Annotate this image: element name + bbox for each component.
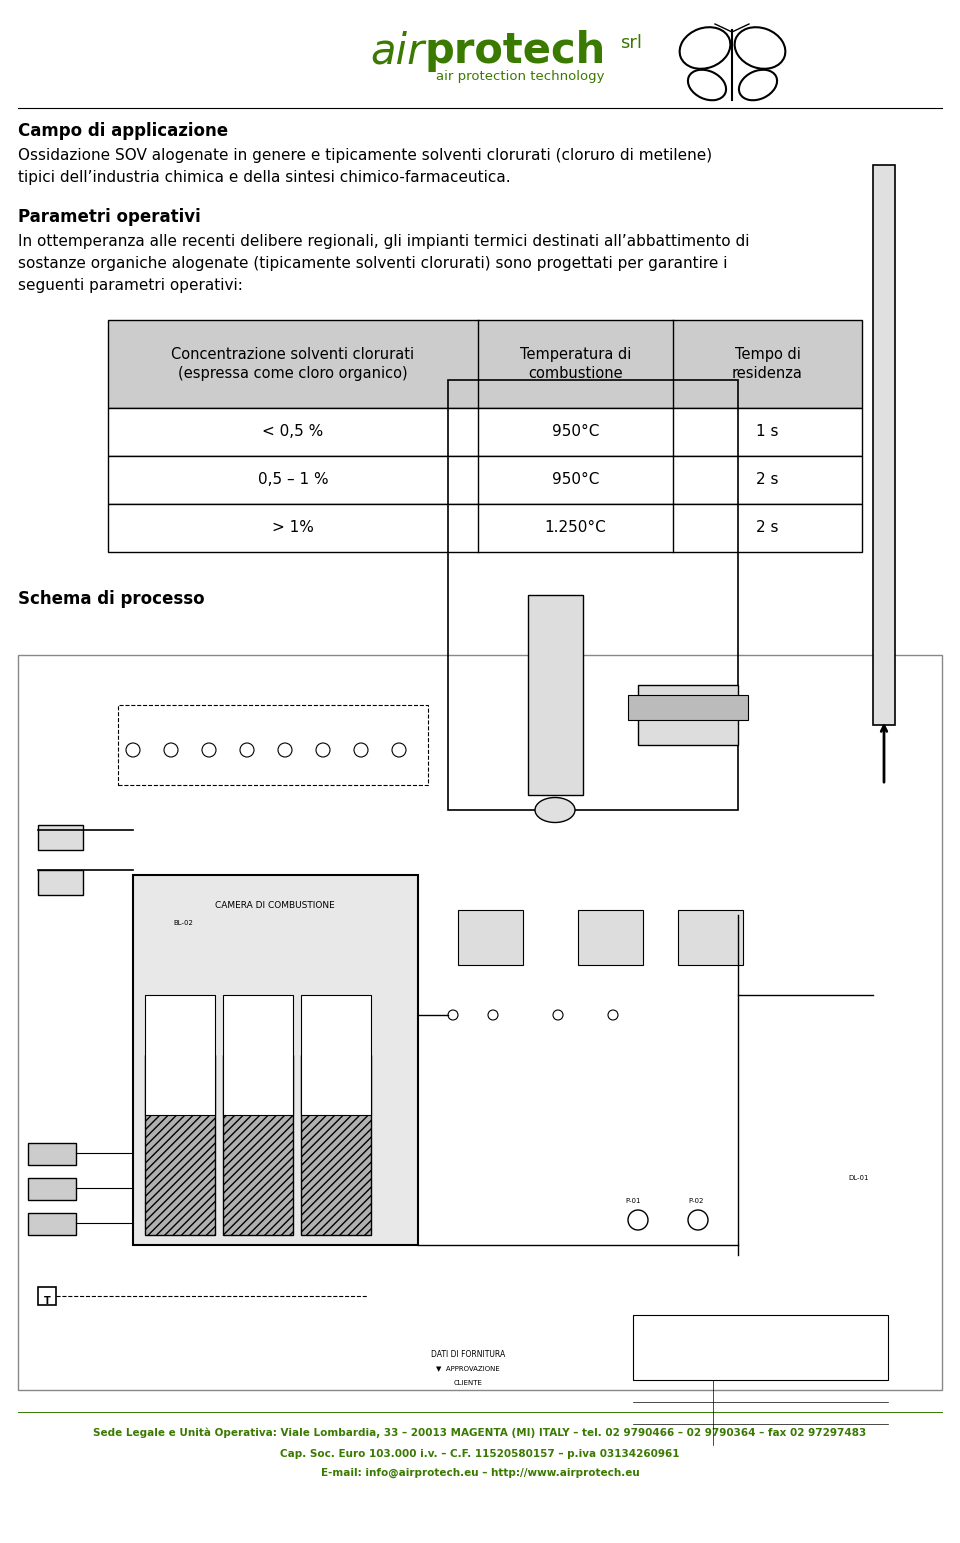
Bar (578, 910, 643, 964)
Bar (28, 1213, 76, 1234)
Bar (448, 380, 738, 810)
Bar (108, 505, 862, 552)
Circle shape (688, 1210, 708, 1230)
Bar (223, 1055, 293, 1234)
Text: 2 s: 2 s (756, 472, 779, 488)
Text: srl: srl (620, 34, 642, 52)
Text: In ottemperanza alle recenti delibere regionali, gli impianti termici destinati : In ottemperanza alle recenti delibere re… (18, 235, 750, 248)
Bar (108, 407, 862, 457)
Text: air protection technology: air protection technology (436, 69, 604, 83)
Bar (873, 165, 895, 725)
Bar (145, 995, 215, 1116)
Text: 0,5 – 1 %: 0,5 – 1 % (257, 472, 328, 488)
Text: BL-02: BL-02 (173, 920, 193, 926)
Text: Temperatura di
combustione: Temperatura di combustione (519, 347, 631, 381)
Text: 1.250°C: 1.250°C (544, 520, 607, 535)
Text: Parametri operativi: Parametri operativi (18, 208, 201, 225)
Bar (223, 995, 293, 1116)
Bar (301, 1055, 371, 1234)
Text: Tempo di
residenza: Tempo di residenza (732, 347, 803, 381)
Text: 950°C: 950°C (552, 424, 599, 440)
Text: CAMERA DI COMBUSTIONE: CAMERA DI COMBUSTIONE (215, 901, 335, 909)
Text: P-02: P-02 (688, 1197, 704, 1204)
Text: sostanze organiche alogenate (tipicamente solventi clorurati) sono progettati pe: sostanze organiche alogenate (tipicament… (18, 256, 728, 272)
Bar (638, 685, 738, 745)
Text: > 1%: > 1% (272, 520, 314, 535)
Text: seguenti parametri operativi:: seguenti parametri operativi: (18, 278, 243, 293)
Bar (108, 457, 862, 505)
Bar (118, 705, 428, 785)
Bar (678, 910, 743, 964)
Text: T: T (43, 1296, 50, 1305)
Bar (28, 1143, 76, 1165)
Text: < 0,5 %: < 0,5 % (262, 424, 324, 440)
Text: protech: protech (425, 29, 607, 73)
Text: tipici dell’industria chimica e della sintesi chimico-farmaceutica.: tipici dell’industria chimica e della si… (18, 170, 511, 185)
Bar (38, 1287, 56, 1305)
Bar (633, 1315, 888, 1379)
Text: Sede Legale e Unità Operativa: Viale Lombardia, 33 – 20013 MAGENTA (MI) ITALY – : Sede Legale e Unità Operativa: Viale Lom… (93, 1427, 867, 1438)
Text: DATI DI FORNITURA: DATI DI FORNITURA (431, 1350, 505, 1359)
Text: CLIENTE: CLIENTE (453, 1379, 483, 1386)
Circle shape (628, 1210, 648, 1230)
Bar (301, 995, 371, 1116)
Text: air: air (371, 29, 425, 73)
Text: E-mail: info@airprotech.eu – http://www.airprotech.eu: E-mail: info@airprotech.eu – http://www.… (321, 1467, 639, 1478)
Bar (133, 875, 418, 1245)
Bar (38, 870, 83, 895)
Text: ▼  APPROVAZIONE: ▼ APPROVAZIONE (436, 1366, 500, 1372)
Text: P-01: P-01 (625, 1197, 640, 1204)
Bar (628, 694, 748, 721)
Text: Schema di processo: Schema di processo (18, 589, 204, 608)
Text: 950°C: 950°C (552, 472, 599, 488)
Bar (145, 1055, 215, 1234)
Bar (458, 910, 523, 964)
Text: Cap. Soc. Euro 103.000 i.v. – C.F. 11520580157 – p.iva 03134260961: Cap. Soc. Euro 103.000 i.v. – C.F. 11520… (280, 1449, 680, 1460)
Bar (38, 826, 83, 850)
Bar (528, 596, 583, 795)
Bar (108, 319, 862, 407)
Text: Ossidazione SOV alogenate in genere e tipicamente solventi clorurati (cloruro di: Ossidazione SOV alogenate in genere e ti… (18, 148, 712, 164)
Bar (18, 654, 942, 1390)
Text: 2 s: 2 s (756, 520, 779, 535)
Text: DL-01: DL-01 (848, 1176, 869, 1180)
Bar (28, 1177, 76, 1200)
Ellipse shape (535, 798, 575, 822)
Text: Campo di applicazione: Campo di applicazione (18, 122, 228, 140)
Text: 1 s: 1 s (756, 424, 779, 440)
Text: Concentrazione solventi clorurati
(espressa come cloro organico): Concentrazione solventi clorurati (espre… (172, 347, 415, 381)
